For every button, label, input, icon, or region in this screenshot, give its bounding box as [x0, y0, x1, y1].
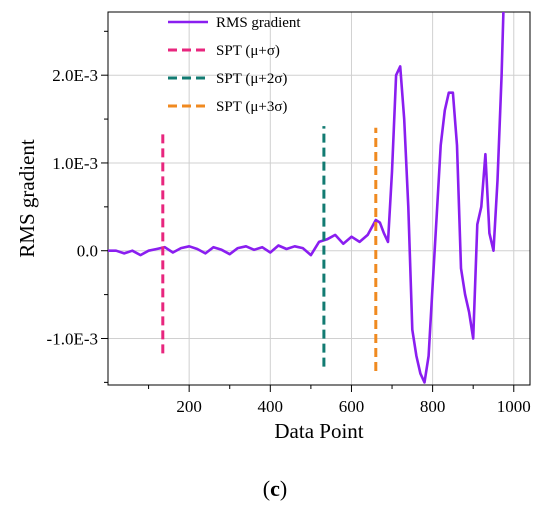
legend-label-0: RMS gradient	[216, 15, 301, 31]
legend-label-3: SPT (μ+3σ)	[216, 99, 287, 115]
x-tick-label: 1000	[497, 397, 531, 416]
panel-label: (c)	[262, 476, 288, 501]
x-axis-title: Data Point	[274, 419, 363, 443]
x-tick-label: 400	[258, 397, 284, 416]
y-tick-label: 2.0E-3	[52, 66, 98, 85]
y-tick-label: 1.0E-3	[52, 154, 98, 173]
y-axis-title: RMS gradient	[15, 139, 39, 258]
legend-label-2: SPT (μ+2σ)	[216, 71, 287, 87]
axis-ticks: 200 400 600 800 1000 -1.0E-3 0.0 1.0E-3 2.0E-3	[47, 30, 531, 416]
y-tick-label: -1.0E-3	[47, 329, 98, 348]
x-tick-label: 600	[339, 397, 365, 416]
x-tick-label: 200	[176, 397, 202, 416]
legend-label-1: SPT (μ+σ)	[216, 43, 280, 59]
grid	[108, 12, 530, 385]
y-tick-label: 0.0	[77, 242, 98, 261]
series-layer	[108, 12, 505, 384]
series-line-0	[108, 12, 505, 384]
x-tick-label: 800	[420, 397, 446, 416]
plot-frame	[107, 11, 531, 386]
legend: RMS gradient SPT (μ+σ) SPT (μ+2σ) SPT (μ+3σ…	[168, 15, 301, 115]
